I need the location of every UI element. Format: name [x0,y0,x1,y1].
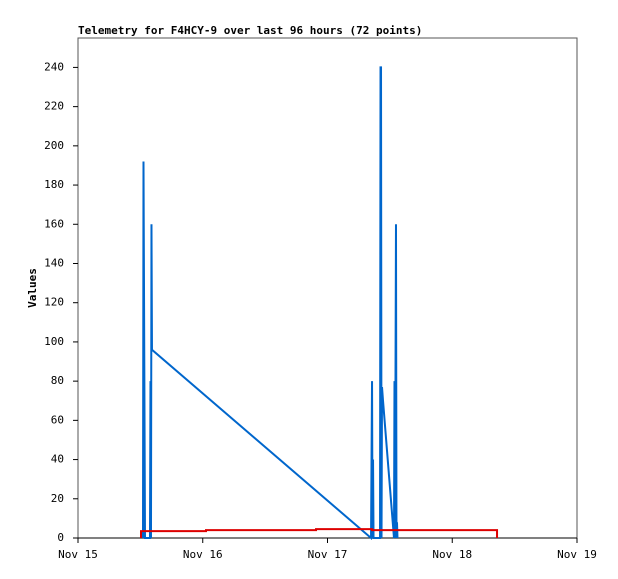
y-tick-label: 60 [51,413,64,426]
x-tick-label: Nov 17 [308,548,348,561]
x-tick-label: Nov 15 [58,548,98,561]
y-tick-label: 240 [44,60,64,73]
y-tick-label: 160 [44,217,64,230]
chart-title: Telemetry for F4HCY-9 over last 96 hours… [78,24,422,37]
y-tick-label: 0 [57,531,64,544]
x-tick-label: Nov 16 [183,548,223,561]
y-tick-label: 180 [44,178,64,191]
y-tick-label: 200 [44,139,64,152]
y-axis-label: Values [26,268,39,308]
y-tick-label: 80 [51,374,64,387]
series-line [141,66,399,541]
y-tick-label: 220 [44,100,64,113]
x-tick-label: Nov 19 [557,548,597,561]
x-tick-label: Nov 18 [432,548,472,561]
y-tick-label: 140 [44,256,64,269]
y-tick-label: 120 [44,296,64,309]
series-line [139,528,499,538]
y-tick-label: 100 [44,335,64,348]
y-tick-label: 20 [51,492,64,505]
y-tick-label: 40 [51,453,64,466]
